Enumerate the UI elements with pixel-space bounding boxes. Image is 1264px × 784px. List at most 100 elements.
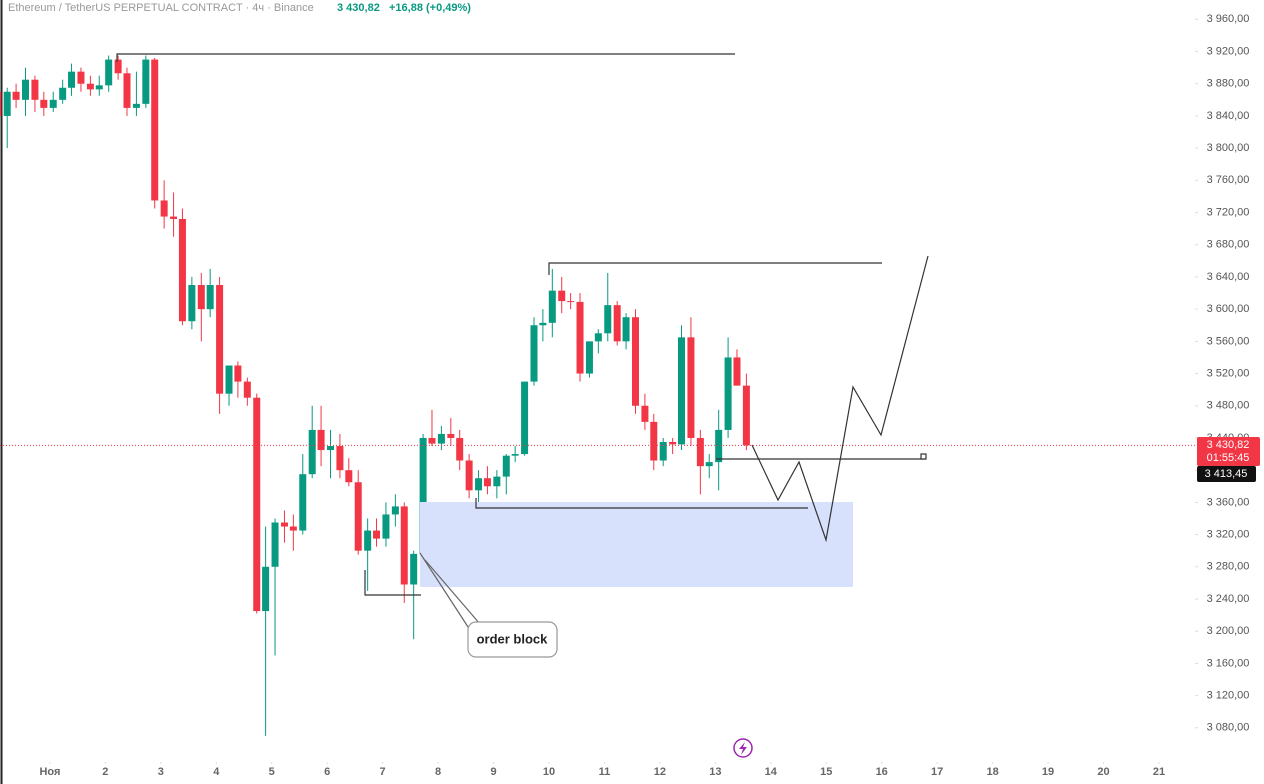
- candle-body: [0, 91, 2, 116]
- header-price: 3 430,82: [337, 2, 380, 14]
- candle-body: [687, 337, 695, 438]
- candle-body: [410, 553, 418, 585]
- candle-body: [77, 71, 85, 84]
- candle-body: [253, 397, 261, 612]
- x-tick-label: 6: [324, 766, 330, 778]
- candle-body: [715, 429, 723, 463]
- candle-body: [511, 454, 519, 456]
- candle-body: [391, 506, 399, 515]
- annotation: order block: [477, 631, 549, 646]
- x-tick-label: 16: [876, 766, 888, 778]
- y-tick-label: 3 800,00: [1207, 142, 1250, 154]
- candle-body: [59, 87, 67, 100]
- candle-body: [188, 285, 196, 322]
- trend-line: [116, 53, 735, 62]
- x-tick-label: 3: [158, 766, 164, 778]
- y-tick-label: 3 920,00: [1207, 45, 1250, 57]
- x-tick-label: 21: [1153, 766, 1165, 778]
- candle-body: [22, 79, 30, 100]
- candle-body: [142, 59, 150, 104]
- candle-body: [31, 79, 39, 100]
- candle-body: [105, 59, 113, 86]
- candle-body: [742, 385, 750, 446]
- projection-path: [751, 255, 929, 543]
- icon: [739, 742, 747, 755]
- candle-body: [419, 437, 427, 554]
- x-tick-label: 7: [380, 766, 386, 778]
- header-change: +16,88 (+0,49%): [389, 2, 471, 14]
- candle-body: [641, 405, 649, 422]
- candle-body: [317, 429, 325, 451]
- y-tick-label: 3 240,00: [1207, 593, 1250, 605]
- candle-body: [49, 99, 57, 108]
- candle-body: [170, 216, 178, 219]
- callout-line: [419, 552, 471, 631]
- candle-body: [502, 455, 510, 477]
- candle-body: [243, 381, 251, 398]
- y-tick-label: 3 280,00: [1207, 561, 1250, 573]
- candle-body: [530, 325, 538, 382]
- x-tick-label: 11: [599, 766, 611, 778]
- candle-body: [197, 285, 205, 310]
- candle-body: [521, 381, 529, 455]
- y-tick-label: 3 960,00: [1207, 13, 1250, 25]
- candle-body: [123, 73, 131, 108]
- candle-body: [567, 301, 575, 303]
- candle-body: [576, 301, 584, 374]
- candle-body: [613, 305, 621, 342]
- candle-body: [280, 522, 288, 527]
- candle-body: [475, 478, 483, 491]
- candle-body: [437, 433, 445, 444]
- candle-body: [114, 59, 122, 74]
- x-tick-label: 18: [986, 766, 998, 778]
- candle-body: [345, 470, 353, 483]
- candle-body: [336, 446, 344, 471]
- x-tick-label: 15: [820, 766, 832, 778]
- x-tick-label: 19: [1042, 766, 1054, 778]
- candle-body: [132, 103, 140, 108]
- order-block-zone: [420, 502, 853, 587]
- x-tick-label: 12: [654, 766, 666, 778]
- candle-body: [364, 530, 372, 551]
- x-tick-label: 9: [490, 766, 496, 778]
- candle-body: [308, 429, 316, 475]
- y-tick-label: 3 080,00: [1207, 722, 1250, 734]
- candle-body: [604, 305, 612, 334]
- y-tick-label: 3 680,00: [1207, 239, 1250, 251]
- candle-body: [400, 506, 408, 585]
- candle-body: [234, 365, 242, 382]
- candle-body: [447, 433, 455, 438]
- candle-body: [86, 83, 94, 90]
- x-tick-label: 17: [931, 766, 943, 778]
- y-tick-label: 3 840,00: [1207, 110, 1250, 122]
- candle-body: [40, 99, 48, 108]
- candle-body: [206, 285, 214, 310]
- y-tick-label: 3 760,00: [1207, 174, 1250, 186]
- candle-body: [354, 482, 362, 551]
- y-tick-label: 3 520,00: [1207, 367, 1250, 379]
- candle-body: [558, 290, 566, 302]
- y-tick-label: 3 360,00: [1207, 496, 1250, 508]
- trend-line: [548, 262, 882, 275]
- chart-title: Ethereum / TetherUS PERPETUAL CONTRACT ·…: [8, 2, 314, 14]
- candle-body: [733, 357, 741, 386]
- candle-body: [289, 526, 297, 531]
- candle-body: [160, 200, 168, 217]
- x-tick-label: 5: [269, 766, 275, 778]
- marker-label-box: [1197, 466, 1256, 482]
- y-tick-label: 3 720,00: [1207, 206, 1250, 218]
- candle-body: [493, 476, 501, 487]
- candle-body: [216, 285, 224, 394]
- trend-line: [475, 498, 808, 509]
- candle-body: [465, 460, 473, 491]
- candle-body: [724, 357, 732, 430]
- candle-body: [659, 441, 667, 461]
- x-tick-label: 13: [709, 766, 721, 778]
- candle-body: [299, 474, 307, 531]
- x-tick-label: 10: [543, 766, 555, 778]
- y-tick-label: 3 120,00: [1207, 689, 1250, 701]
- plot-area: 3 080,00 3 120,00 3 160,00 3 200,00 3 240,00…: [0, 13, 1249, 778]
- marker-label: 3 413,45: [1205, 468, 1248, 480]
- candle-body: [585, 341, 593, 374]
